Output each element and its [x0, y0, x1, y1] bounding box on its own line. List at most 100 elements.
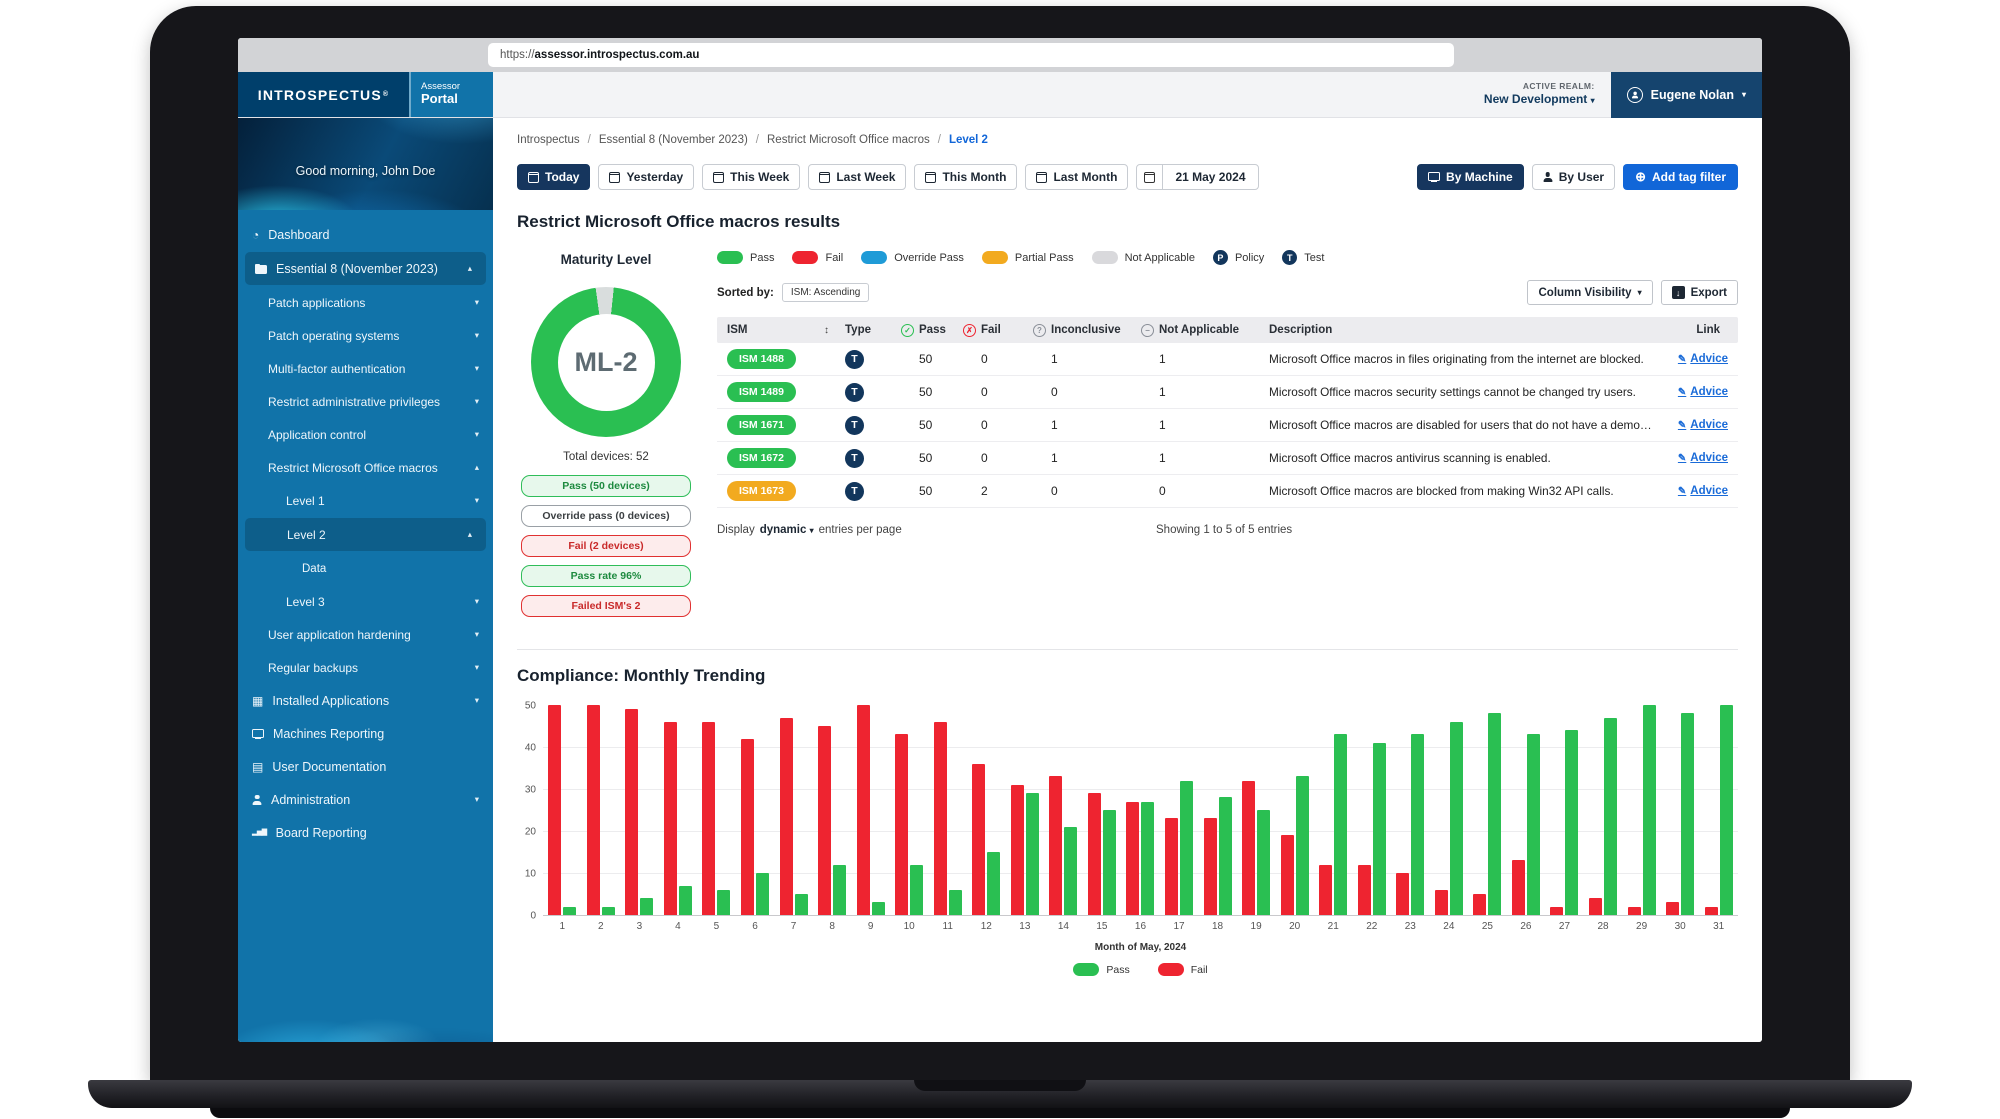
- column-header-fail[interactable]: ✗ Fail: [963, 323, 1033, 337]
- advice-link[interactable]: ✎ Advice: [1678, 452, 1728, 464]
- filter-toolbar: Today Yesterday This Week Last Week This Mon…: [517, 164, 1738, 190]
- fail-bar: [1434, 889, 1448, 915]
- export-icon: ↓: [1671, 286, 1685, 299]
- x-tick-label: 15: [1096, 921, 1108, 932]
- user-menu-button[interactable]: Eugene Nolan ▾: [1610, 71, 1762, 118]
- column-visibility-button[interactable]: Column Visibility ▾: [1527, 280, 1653, 305]
- sidebar-item-restrict-administrative-privileges[interactable]: Restrict administrative privileges ▾: [238, 385, 493, 418]
- inconclusive-count: 1: [1051, 451, 1058, 465]
- sidebar-item-user-documentation[interactable]: ▤ User Documentation: [238, 750, 493, 783]
- pass-bar: [1642, 705, 1656, 915]
- view-button-label: By User: [1558, 170, 1605, 184]
- date-filter-today[interactable]: Today: [517, 164, 591, 190]
- sidebar-item-level-1[interactable]: Level 1 ▾: [238, 484, 493, 517]
- sidebar-item-administration[interactable]: Administration ▾: [238, 783, 493, 816]
- sidebar-item-label: Board Reporting: [275, 825, 367, 840]
- pass-bar: [833, 864, 847, 915]
- calendar-icon: [609, 171, 621, 183]
- pass-bar: [794, 894, 808, 915]
- chart-legend-swatch: [1073, 963, 1100, 976]
- fail-bar: [1280, 835, 1294, 915]
- fail-bar: [1396, 873, 1410, 915]
- sidebar-item-application-control[interactable]: Application control ▾: [238, 418, 493, 451]
- advice-link[interactable]: ✎ Advice: [1678, 353, 1728, 365]
- breadcrumb-item-introspectus[interactable]: Introspectus: [517, 134, 580, 146]
- pass-count: 50: [919, 418, 933, 432]
- column-header-not-applicable[interactable]: − Not Applicable: [1141, 323, 1269, 337]
- realm-selector[interactable]: New Development ▾: [1483, 92, 1595, 107]
- chevron-down-icon: ▾: [474, 297, 479, 307]
- legend-item-not-applicable: Not Applicable: [1091, 251, 1195, 264]
- sidebar-item-data[interactable]: Data: [238, 552, 493, 585]
- column-header-pass[interactable]: ✓ Pass: [901, 323, 963, 337]
- sidebar-item-level-2[interactable]: Level 2 ▴: [245, 518, 486, 551]
- date-picker[interactable]: 21 May 2024: [1136, 164, 1259, 190]
- pass-bar: [1334, 734, 1348, 915]
- column-header-label: Not Applicable: [1159, 324, 1240, 336]
- maturity-badge-failed-ism-s-2: Failed ISM's 2: [521, 595, 691, 617]
- sidebar-item-level-3[interactable]: Level 3 ▾: [238, 585, 493, 618]
- advice-link[interactable]: ✎ Advice: [1678, 485, 1728, 497]
- view-by-machine-button[interactable]: By Machine: [1417, 164, 1524, 190]
- sidebar-item-installed-applications[interactable]: ▦ Installed Applications ▾: [238, 684, 493, 717]
- sidebar-item-regular-backups[interactable]: Regular backups ▾: [238, 651, 493, 684]
- bar-group-day-6: [736, 706, 775, 915]
- date-filter-this-month[interactable]: This Month: [914, 164, 1018, 190]
- sidebar-item-patch-operating-systems[interactable]: Patch operating systems ▾: [238, 319, 493, 352]
- test-type-icon: T: [845, 481, 864, 501]
- column-header-link[interactable]: Link: [1696, 324, 1728, 336]
- view-mode-buttons: By Machine By User: [1417, 164, 1616, 190]
- bar-group-day-4: [659, 706, 698, 915]
- add-tag-filter-button[interactable]: ⊕ Add tag filter: [1623, 164, 1738, 190]
- ism-description: Microsoft Office macros in files origina…: [1269, 352, 1644, 366]
- bar-group-day-9: [851, 705, 890, 915]
- dashboard-icon: ◔: [252, 227, 260, 242]
- sidebar-item-essential-8-november-2023[interactable]: Essential 8 (November 2023) ▴: [245, 252, 486, 285]
- advice-link[interactable]: ✎ Advice: [1678, 386, 1728, 398]
- date-filter-this-week[interactable]: This Week: [702, 164, 801, 190]
- date-filter-yesterday[interactable]: Yesterday: [598, 164, 695, 190]
- y-tick-label: 20: [524, 826, 536, 838]
- export-button[interactable]: ↓ Export: [1660, 280, 1738, 305]
- bar-group-day-14: [1044, 706, 1083, 915]
- sidebar-item-label: Dashboard: [268, 227, 330, 242]
- column-header-inconclusive[interactable]: ? Inconclusive: [1033, 323, 1141, 337]
- sidebar-item-user-application-hardening[interactable]: User application hardening ▾: [238, 618, 493, 651]
- sort-chip[interactable]: ISM: Ascending: [781, 283, 870, 302]
- column-header-type[interactable]: Type: [845, 324, 901, 336]
- pass-bar: [1295, 776, 1309, 915]
- bar-group-day-7: [774, 706, 813, 915]
- sidebar-item-restrict-microsoft-office-macros[interactable]: Restrict Microsoft Office macros ▴: [238, 451, 493, 484]
- sidebar-item-multi-factor-authentication[interactable]: Multi-factor authentication ▾: [238, 352, 493, 385]
- legend-item-pass: Pass: [717, 251, 774, 264]
- not-applicable-count: 1: [1159, 385, 1166, 399]
- chart-legend-pass: Pass: [1073, 963, 1130, 976]
- date-filter-label: Today: [545, 170, 580, 184]
- bar-group-day-10: [890, 706, 929, 915]
- fail-bar: [779, 717, 793, 915]
- date-range-buttons: Today Yesterday This Week Last Week This Mon…: [517, 164, 1129, 190]
- ism-description: Microsoft Office macros antivirus scanni…: [1269, 451, 1551, 465]
- date-filter-last-week[interactable]: Last Week: [808, 164, 907, 190]
- url-bar[interactable]: https://assessor.introspectus.com.au: [488, 43, 1454, 67]
- sidebar-item-patch-applications[interactable]: Patch applications ▾: [238, 286, 493, 319]
- entries-per-page-select[interactable]: dynamic ▾: [759, 524, 814, 536]
- chevron-down-icon: ▾: [474, 596, 479, 606]
- breadcrumb-item-restrict-microsoft-office-macros[interactable]: Restrict Microsoft Office macros: [767, 134, 930, 146]
- column-header-ism[interactable]: ISM ↕: [727, 324, 845, 336]
- breadcrumb-item-essential-8-november-2023[interactable]: Essential 8 (November 2023): [598, 134, 748, 146]
- sidebar-item-machines-reporting[interactable]: Machines Reporting: [238, 717, 493, 750]
- fail-bar: [1473, 894, 1487, 915]
- sidebar-item-dashboard[interactable]: ◔ Dashboard: [238, 218, 493, 251]
- view-button-label: By Machine: [1446, 170, 1513, 184]
- advice-link-label: Advice: [1690, 353, 1728, 365]
- advice-link[interactable]: ✎ Advice: [1678, 419, 1728, 431]
- breadcrumb-item-level-2[interactable]: Level 2: [948, 134, 988, 146]
- view-by-user-button[interactable]: By User: [1531, 164, 1616, 190]
- maturity-level-label: ML-2: [574, 346, 638, 377]
- date-filter-last-month[interactable]: Last Month: [1025, 164, 1129, 190]
- column-header-description[interactable]: Description: [1269, 324, 1662, 336]
- x-tick-label: 16: [1134, 921, 1147, 932]
- sidebar-item-board-reporting[interactable]: ▂▅▇ Board Reporting: [238, 816, 493, 849]
- brand-logo[interactable]: INTROSPECTUS ® Assessor Portal: [238, 72, 493, 117]
